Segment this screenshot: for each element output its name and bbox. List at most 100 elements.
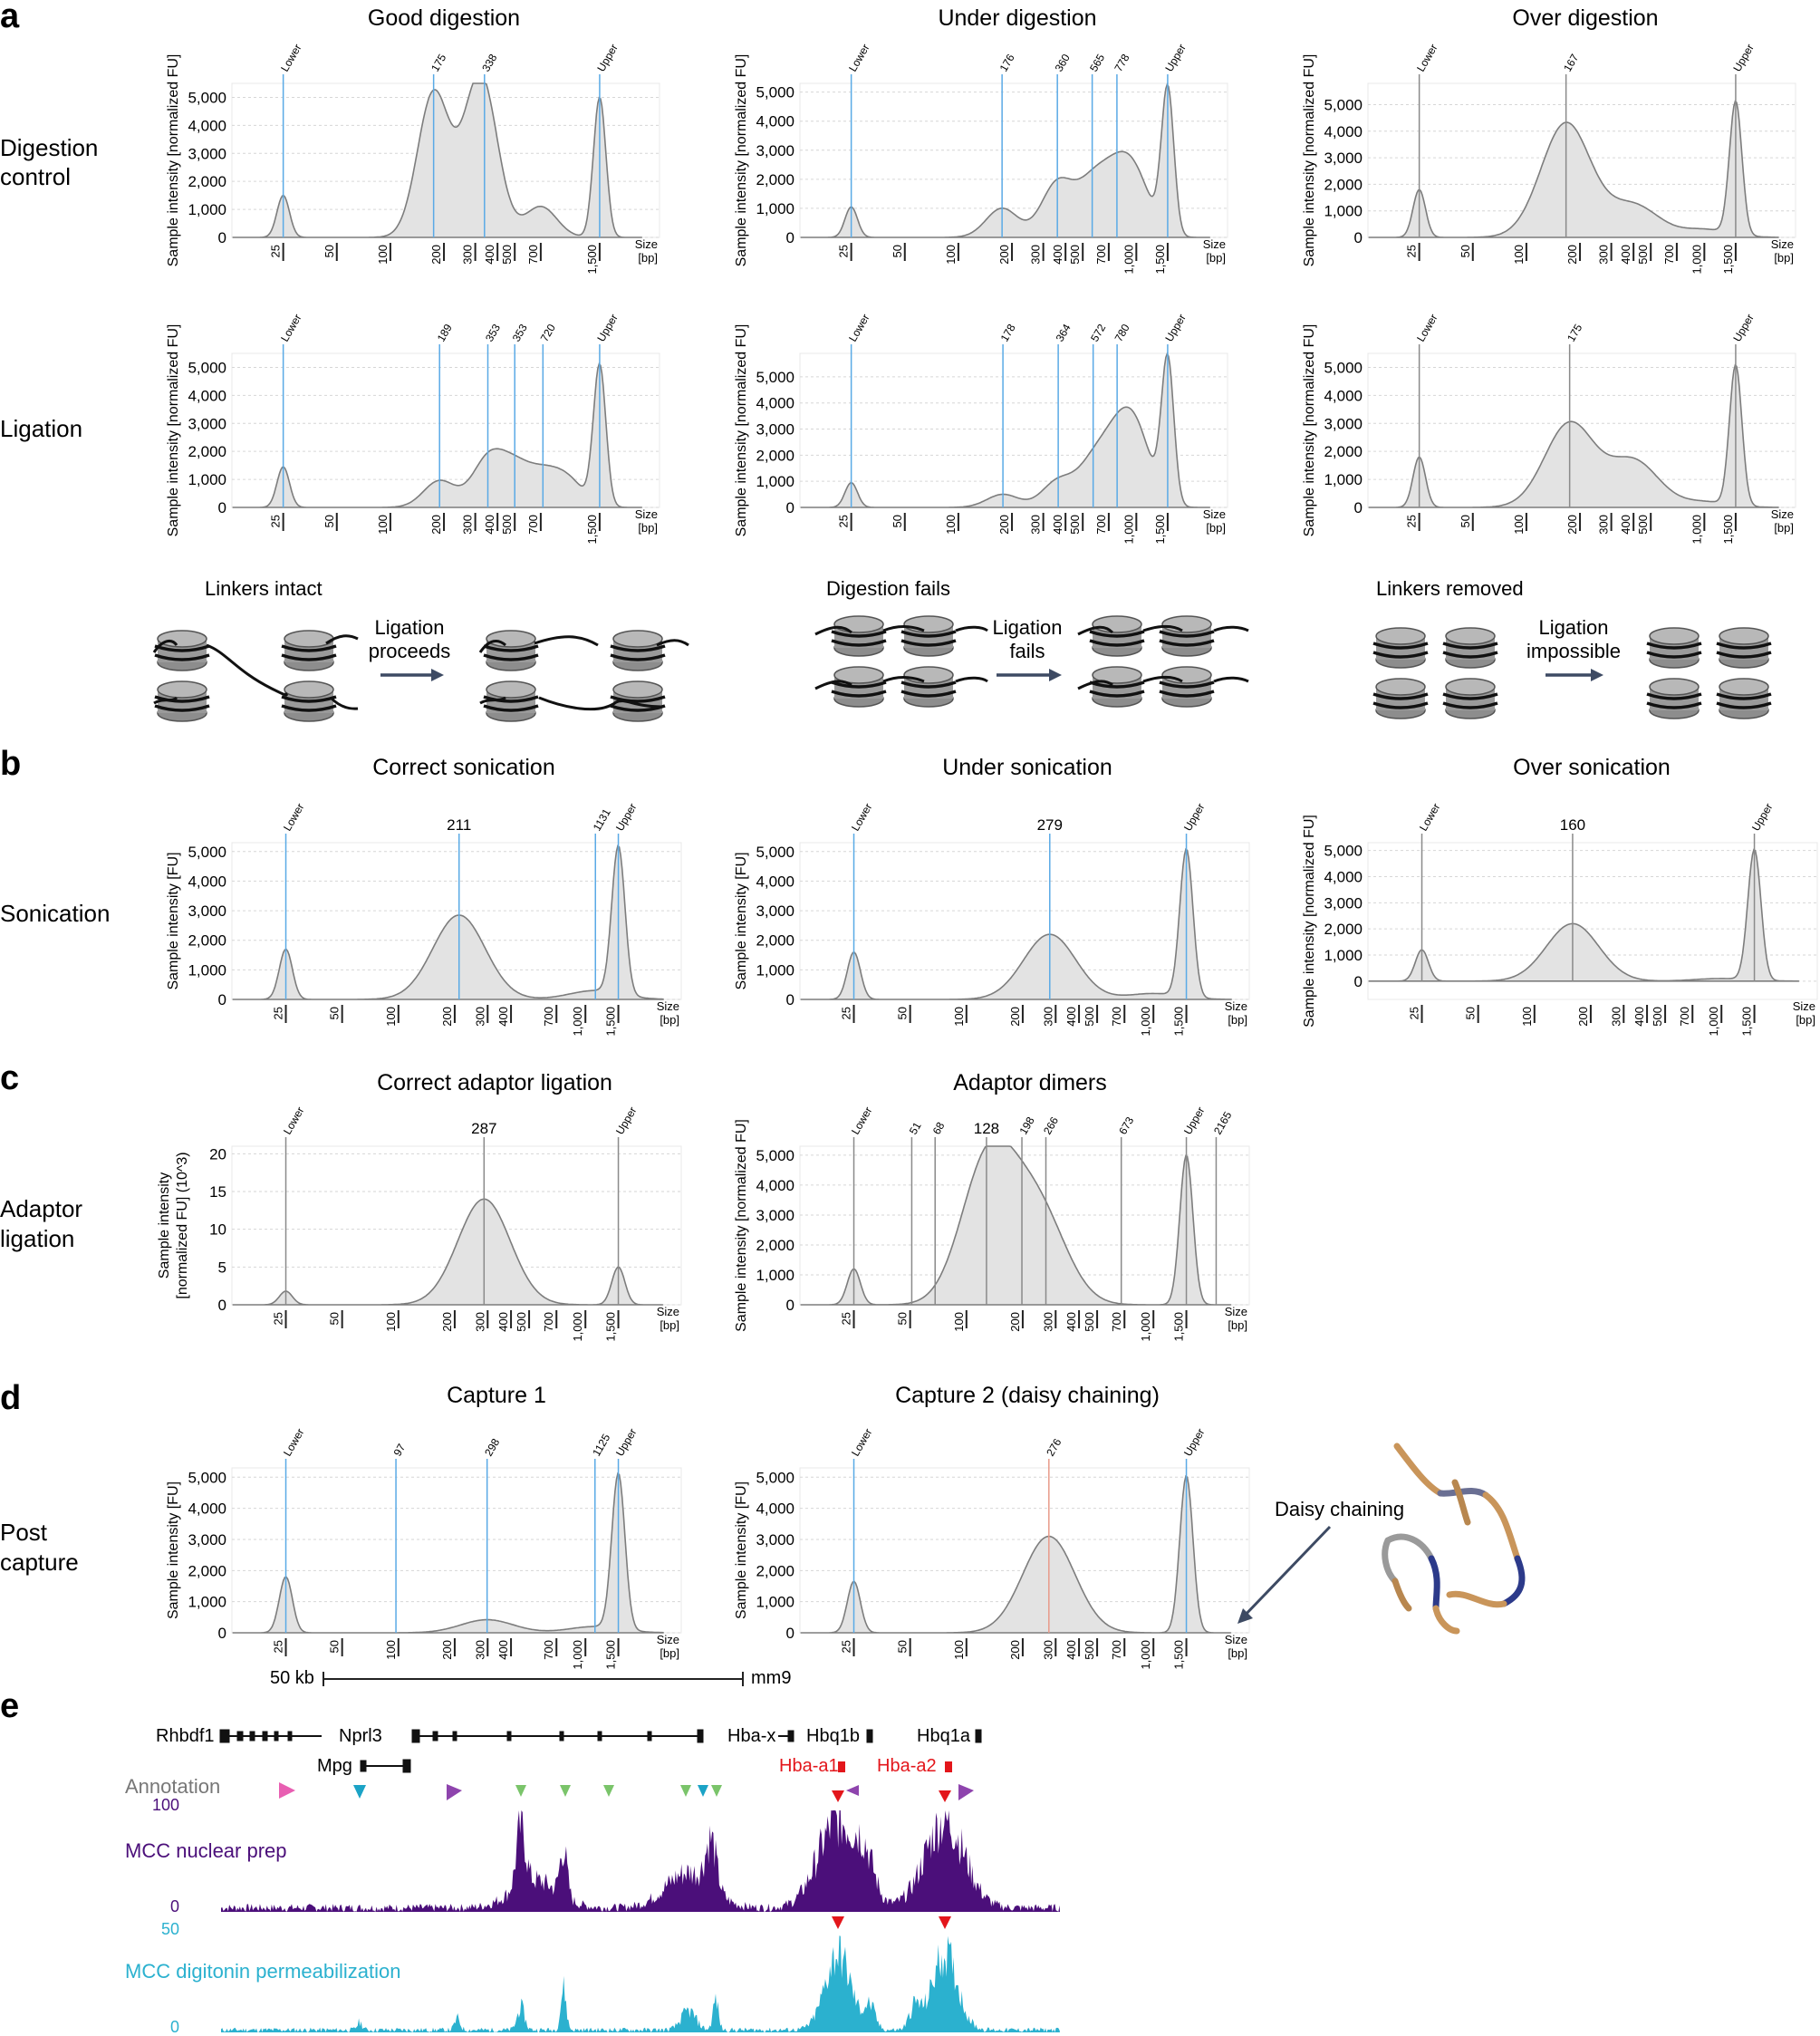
nucleosome xyxy=(1646,678,1702,719)
size-label: Size xyxy=(1225,1305,1247,1318)
annotation-marker-red-1 xyxy=(832,1790,844,1802)
dna-wrap-1 xyxy=(1442,642,1498,650)
y-tick-label: 4,000 xyxy=(756,1177,794,1194)
x-tick-label: 700 xyxy=(1110,1312,1123,1332)
dna-wrap-1 xyxy=(1646,642,1702,650)
annotation-label: Annotation xyxy=(125,1775,220,1798)
y-tick-label: 2,000 xyxy=(1324,443,1363,460)
x-tick-label: 200 xyxy=(440,1312,454,1332)
peak-marker-label: 178 xyxy=(998,322,1018,344)
dna-wrap-2 xyxy=(900,690,957,698)
peak-marker-label: Lower xyxy=(281,1105,306,1136)
peak-marker-label: 1131 xyxy=(591,806,613,834)
nucleosome xyxy=(1442,678,1498,719)
y-tick-label: 5,000 xyxy=(1324,843,1363,860)
dna-wrap-2 xyxy=(1716,701,1772,709)
y-tick-label: 5,000 xyxy=(756,84,794,101)
dna-wrap-2 xyxy=(1646,651,1702,659)
peak-marker-label: Upper xyxy=(613,1426,639,1458)
y-tick-label: 4,000 xyxy=(756,873,794,890)
size-label: Size xyxy=(1793,999,1815,1013)
nucleosome xyxy=(1159,615,1215,657)
nucleosome xyxy=(1646,627,1702,669)
y-axis-label: Sample intensity [FU] xyxy=(734,1481,749,1619)
y-tick-label: 0 xyxy=(218,1297,226,1314)
size-label: Size xyxy=(635,237,658,251)
dna-wrap-2 xyxy=(610,653,666,661)
nucleosome xyxy=(483,680,539,722)
x-tick-label: 400 xyxy=(1619,515,1632,535)
daisy-chaining-label: Daisy chaining xyxy=(1275,1498,1404,1520)
y-axis-label: Sample intensity [normalized FU] xyxy=(166,54,181,267)
nucleosome-top xyxy=(157,680,207,699)
peak-marker-label: Upper xyxy=(1749,801,1775,833)
x-tick-label: 1,500 xyxy=(1740,1007,1754,1037)
dna-wrap-2 xyxy=(1442,701,1498,709)
dna-wrap-2 xyxy=(1159,690,1215,698)
dna-wrap-2 xyxy=(1089,690,1145,698)
x-tick-label: 400 xyxy=(1619,245,1632,265)
x-tick-label: 1,000 xyxy=(1707,1007,1720,1037)
track-2-red-marker-1 xyxy=(832,1916,844,1929)
x-tick-label: 25 xyxy=(1405,245,1419,257)
row-label-adaptor-1: Adaptor xyxy=(0,1195,82,1222)
dna-wrap-1 xyxy=(900,680,957,689)
y-tick-label: 2,000 xyxy=(756,932,794,950)
dna-wrap-2 xyxy=(831,690,887,698)
dna-wrap-1 xyxy=(1716,692,1772,700)
peak-marker-label: 2165 xyxy=(1211,1109,1235,1136)
x-tick-label: 1,000 xyxy=(1139,1007,1152,1037)
nucleosome-top xyxy=(1375,678,1426,696)
annotation-marker-green-1 xyxy=(515,1785,526,1797)
x-tick-label: 500 xyxy=(1636,515,1650,535)
x-tick-label: 400 xyxy=(496,1312,510,1332)
dna-wrap-1 xyxy=(1646,692,1702,700)
y-tick-label: 1,000 xyxy=(188,201,226,218)
peak-marker-label: Upper xyxy=(1730,312,1756,343)
x-tick-label: 25 xyxy=(840,1640,853,1653)
dna-wrap-1 xyxy=(610,695,666,703)
schematic-arrow-label-2b: fails xyxy=(1009,640,1045,662)
y-tick-label: 1,000 xyxy=(1324,471,1363,488)
y-tick-label: 0 xyxy=(786,499,794,516)
y-tick-label: 3,000 xyxy=(756,902,794,920)
dna-wrap-1 xyxy=(900,630,957,638)
nucleosome-top xyxy=(833,615,884,633)
chart-title: Capture 2 (daisy chaining) xyxy=(895,1383,1160,1408)
dna-wrap-2 xyxy=(281,653,337,661)
dna-linker xyxy=(325,634,359,645)
track-2-label: MCC digitonin permeabilization xyxy=(125,1960,400,1983)
peak-marker-label: 572 xyxy=(1088,322,1108,344)
x-tick-label: 400 xyxy=(1064,1312,1078,1332)
y-tick-label: 4,000 xyxy=(1324,387,1363,404)
y-tick-label: 1,000 xyxy=(756,1594,794,1611)
schematic-title-digestion-fails: Digestion fails xyxy=(826,577,950,600)
size-label: Size xyxy=(1771,507,1794,521)
nucleosome xyxy=(1159,666,1215,708)
dna-wrap-1 xyxy=(1372,692,1429,700)
peak-marker-label: 720 xyxy=(538,322,558,344)
size-label: Size xyxy=(1771,237,1794,251)
y-tick-label: 2,000 xyxy=(188,173,226,190)
nucleosome xyxy=(281,630,337,671)
nucleosome-top xyxy=(1649,627,1700,645)
y-axis-label: Sample intensity [FU] xyxy=(166,1481,181,1619)
series-area xyxy=(800,1474,1231,1634)
nucleosome-top xyxy=(1719,627,1769,645)
x-tick-label: 200 xyxy=(440,1640,454,1660)
y-tick-label: 5,000 xyxy=(756,1469,794,1486)
peak-marker-label: 360 xyxy=(1053,52,1073,74)
peak-marker-label: Upper xyxy=(1730,42,1756,73)
nucleosome-top xyxy=(284,680,334,699)
nucleosome-top xyxy=(903,666,954,684)
size-label: Size xyxy=(1203,237,1226,251)
nucleosome xyxy=(1372,627,1429,669)
dna-wrap-2 xyxy=(1159,639,1215,647)
x-tick-label: 50 xyxy=(323,245,336,257)
gene-label-hba-a1: Hba-a1 xyxy=(779,1756,839,1776)
schematic-arrow-label-2a: Ligation xyxy=(992,616,1062,639)
series-area xyxy=(232,82,642,238)
x-tick-label: 1,000 xyxy=(571,1312,584,1342)
peak-marker-label: 276 xyxy=(1044,1436,1064,1459)
x-tick-label: 300 xyxy=(461,515,475,535)
